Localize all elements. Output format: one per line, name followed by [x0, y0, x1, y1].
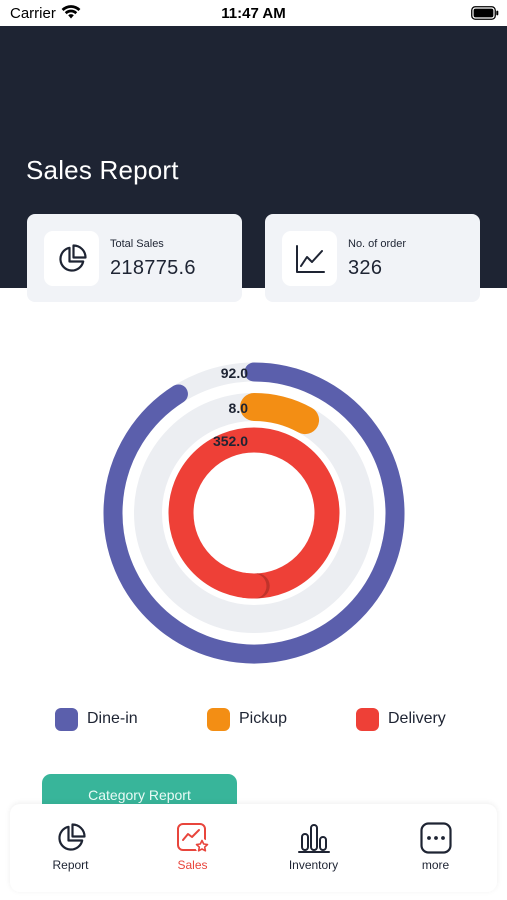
pie-chart-icon: [44, 231, 99, 286]
pie-chart-icon: [10, 822, 131, 854]
bar-chart-icon: [253, 822, 374, 854]
chart-bar-dine-in: [103, 362, 405, 664]
page-title: Sales Report: [26, 155, 179, 185]
orders-card[interactable]: No. of order 326: [265, 214, 480, 302]
orders-label: No. of order: [348, 238, 407, 250]
chart-bar-pickup: [240, 393, 320, 435]
nav-label-more: more: [421, 858, 450, 872]
legend-label-dine-in: Dine-in: [87, 710, 138, 727]
nav-item-report[interactable]: Report: [10, 804, 131, 892]
legend-swatch-delivery: [356, 707, 379, 731]
legend-item-delivery: Delivery: [356, 706, 446, 732]
chart-label-pickup: 8.0: [229, 400, 249, 416]
sales-icon: [132, 822, 253, 854]
total-sales-value: 218775.6: [110, 257, 196, 279]
bottom-nav: Report Sales Inventory: [10, 804, 497, 892]
legend-item-dine-in: Dine-in: [55, 706, 138, 732]
category-report-button[interactable]: Category Report: [42, 774, 237, 804]
chart-label-dine-in: 92.0: [221, 365, 248, 381]
legend-swatch-pickup: [207, 707, 230, 731]
chart-bar-delivery: [168, 427, 340, 599]
line-chart-icon: [282, 231, 337, 286]
nav-label-inventory: Inventory: [288, 858, 339, 872]
nav-item-more[interactable]: more: [375, 804, 496, 892]
battery-icon: [471, 6, 499, 25]
more-icon: [375, 822, 496, 854]
wifi-icon: [61, 4, 81, 25]
legend-label-pickup: Pickup: [239, 710, 288, 727]
status-time: 11:47 AM: [221, 5, 286, 22]
chart-label-delivery: 352.0: [213, 433, 248, 449]
nav-item-sales[interactable]: Sales: [132, 804, 253, 892]
status-bar: Carrier 11:47 AM: [0, 0, 507, 26]
legend-swatch-dine-in: [55, 707, 78, 731]
nav-label-report: Report: [52, 858, 89, 872]
legend-label-delivery: Delivery: [388, 710, 446, 727]
category-report-label: Category Report: [88, 787, 191, 803]
nav-label-sales: Sales: [177, 858, 208, 872]
sales-radial-chart: 92.0 8.0 352.0: [103, 362, 405, 664]
total-sales-card[interactable]: Total Sales 218775.6: [27, 214, 242, 302]
legend-item-pickup: Pickup: [207, 706, 287, 732]
orders-value: 326: [348, 257, 383, 279]
chart-bar-cap-delivery: [232, 572, 267, 599]
carrier-label: Carrier: [10, 5, 56, 22]
total-sales-label: Total Sales: [110, 238, 164, 250]
nav-item-inventory[interactable]: Inventory: [253, 804, 374, 892]
